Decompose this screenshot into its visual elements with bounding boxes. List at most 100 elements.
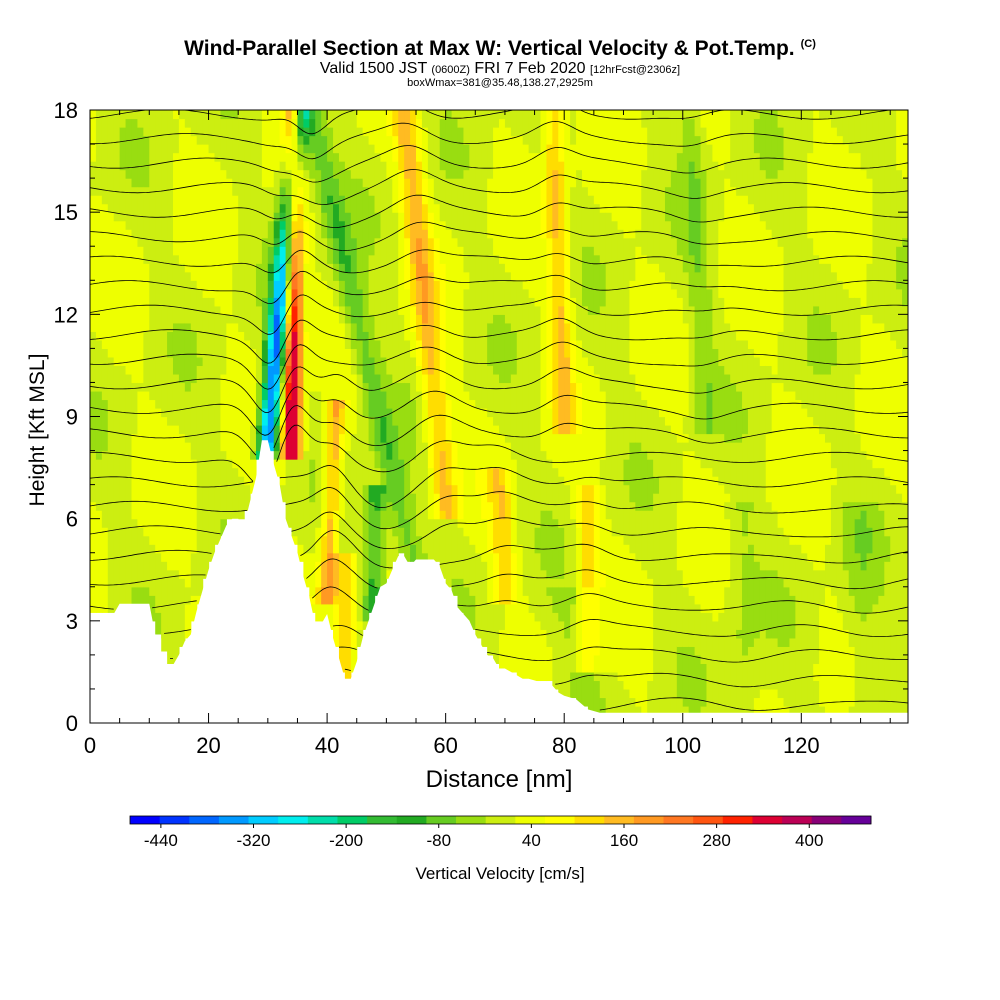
velocity-cell — [475, 552, 482, 639]
velocity-cell — [327, 127, 334, 162]
velocity-cell — [682, 118, 690, 273]
velocity-cell — [635, 705, 642, 716]
velocity-cell — [161, 110, 168, 418]
terrain — [90, 440, 908, 723]
velocity-cell — [736, 442, 743, 503]
velocity-cell — [261, 365, 269, 384]
velocity-cell — [724, 178, 731, 324]
velocity-cell — [599, 459, 607, 486]
pot-temp-contour-line — [90, 465, 908, 509]
velocity-cell — [487, 365, 494, 418]
velocity-cell — [866, 552, 874, 613]
velocity-cell — [333, 595, 340, 605]
velocity-cell — [842, 144, 850, 290]
velocity-cell — [273, 280, 281, 298]
velocity-cell — [552, 169, 559, 239]
velocity-cell — [427, 416, 435, 469]
velocity-cell — [279, 229, 287, 247]
velocity-cell — [315, 586, 322, 605]
velocity-cell — [676, 501, 684, 571]
velocity-cell — [819, 314, 826, 375]
velocity-cell — [747, 110, 755, 205]
velocity-cell — [469, 595, 476, 630]
velocity-cell — [558, 586, 565, 622]
velocity-cell — [765, 365, 773, 435]
velocity-cell — [676, 152, 684, 256]
velocity-cell — [196, 288, 204, 358]
velocity-cell — [172, 425, 180, 571]
velocity-cell — [321, 212, 328, 239]
velocity-cell — [380, 484, 387, 494]
velocity-cell — [279, 220, 287, 230]
velocity-cell — [558, 110, 565, 162]
velocity-cell — [747, 646, 755, 716]
velocity-cell — [475, 407, 482, 469]
velocity-cell — [244, 339, 251, 486]
velocity-cell — [327, 518, 334, 554]
velocity-cell — [457, 467, 465, 520]
velocity-cell — [184, 603, 192, 639]
x-tick-label: 0 — [84, 733, 96, 758]
velocity-cell — [344, 169, 352, 213]
velocity-cell — [380, 110, 387, 162]
velocity-cell — [149, 544, 156, 596]
velocity-cell — [250, 459, 257, 494]
pot-temp-contour-line — [90, 424, 908, 482]
velocity-cell — [872, 467, 879, 503]
velocity-cell — [196, 356, 204, 367]
velocity-cell — [552, 586, 559, 613]
velocity-cell — [653, 493, 660, 716]
velocity-cell — [641, 569, 648, 716]
velocity-cell — [830, 110, 838, 128]
y-tick-label: 6 — [66, 507, 78, 532]
velocity-cell — [433, 493, 441, 520]
velocity-cell — [664, 110, 672, 188]
velocity-cell — [700, 127, 708, 171]
velocity-cell — [469, 110, 476, 401]
velocity-cell — [742, 535, 749, 554]
velocity-cell — [593, 671, 601, 682]
velocity-cell — [344, 348, 352, 401]
velocity-cell — [439, 110, 447, 120]
velocity-cell — [540, 450, 548, 511]
y-tick-label: 12 — [54, 302, 78, 327]
velocity-cell — [587, 246, 595, 315]
velocity-cell — [629, 501, 636, 554]
velocity-cell — [866, 501, 874, 528]
velocity-cell — [724, 586, 731, 716]
velocity-cell — [777, 578, 785, 647]
velocity-cell — [664, 186, 672, 222]
velocity-cell — [564, 110, 571, 230]
velocity-cell — [742, 195, 749, 341]
velocity-cell — [368, 314, 376, 358]
velocity-cell — [421, 229, 429, 264]
velocity-cell — [599, 110, 607, 213]
velocity-cell — [807, 416, 814, 562]
velocity-cell — [279, 331, 287, 349]
velocity-cell — [493, 493, 500, 554]
velocity-cell — [208, 110, 216, 154]
velocity-cell — [759, 688, 767, 716]
velocity-cell — [451, 178, 459, 239]
velocity-cell — [706, 382, 713, 435]
velocity-cell — [119, 110, 127, 128]
velocity-cell — [178, 110, 186, 120]
velocity-cell — [309, 595, 316, 605]
velocity-cell — [896, 169, 903, 247]
velocity-cell — [534, 527, 542, 554]
velocity-cell — [647, 578, 654, 682]
velocity-cell — [421, 322, 429, 349]
velocity-cell — [232, 322, 239, 469]
velocity-cell — [427, 178, 435, 213]
velocity-cell — [303, 220, 310, 264]
velocity-cell — [161, 561, 168, 656]
velocity-cell — [190, 280, 198, 332]
velocity-cell — [327, 237, 334, 264]
velocity-cell — [392, 212, 399, 384]
velocity-cell — [279, 246, 287, 264]
velocity-cell — [641, 254, 648, 401]
velocity-cell — [587, 484, 595, 588]
velocity-cell — [813, 569, 820, 665]
pot-temp-contour-line — [90, 511, 908, 549]
velocity-cell — [712, 476, 719, 622]
